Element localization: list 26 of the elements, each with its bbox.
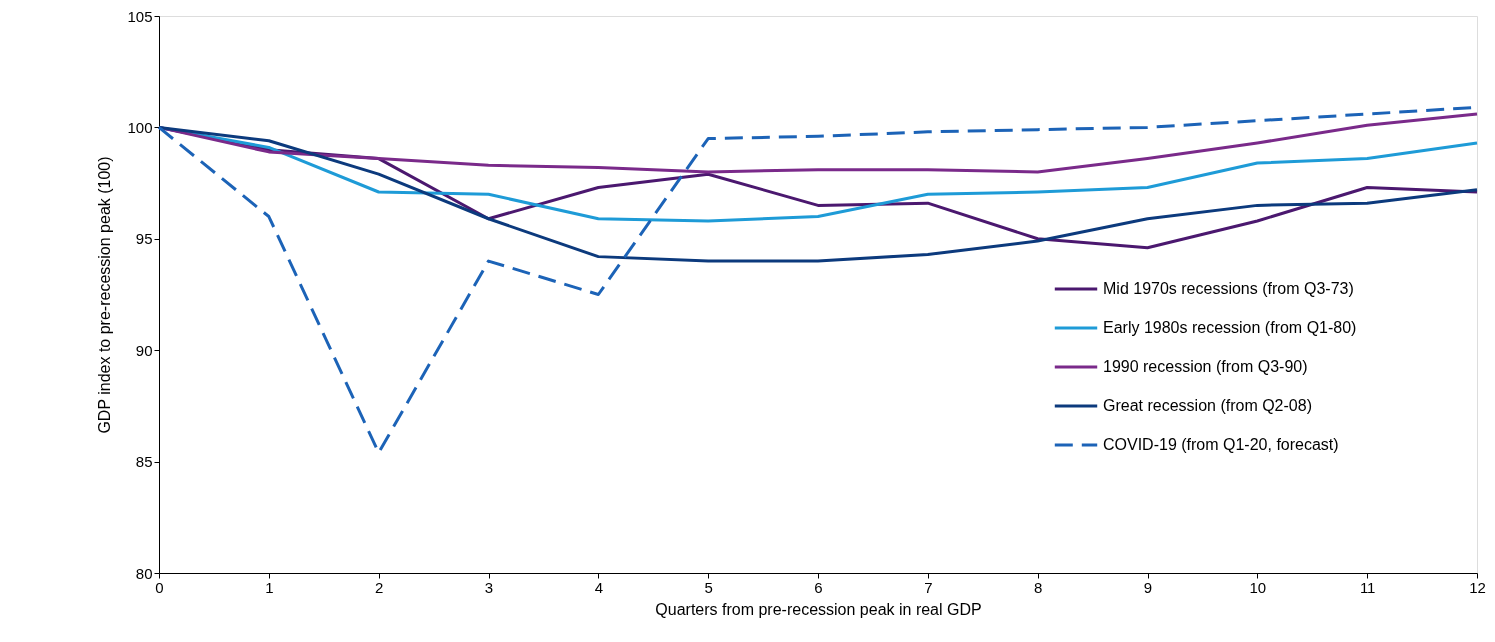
x-tick-label: 2 [374, 578, 384, 596]
x-tick-label: 11 [1359, 578, 1376, 596]
x-tick-label: 9 [1143, 578, 1153, 596]
x-tick-label: 12 [1469, 578, 1486, 596]
y-tick-label: 90 [135, 341, 153, 359]
x-tick-label: 6 [814, 578, 823, 596]
x-tick-label: 7 [924, 578, 933, 596]
y-tick-label: 105 [127, 7, 153, 25]
y-axis-title: GDP index to pre-recession peak (100) [96, 156, 114, 434]
legend-label: 1990 recession (from Q3-90) [1103, 358, 1308, 375]
x-axis-title: Quarters from pre-recession peak in real GDP [655, 600, 982, 618]
x-tick-label: 5 [704, 578, 713, 596]
y-tick-label: 95 [135, 230, 153, 248]
legend-label: Early 1980s recession (from Q1-80) [1103, 319, 1357, 336]
legend-label: Mid 1970s recessions (from Q3-73) [1103, 280, 1354, 297]
x-tick-label: 8 [1033, 578, 1043, 596]
y-tick-label: 100 [127, 118, 153, 136]
legend-label: Great recession (from Q2-08) [1103, 397, 1312, 414]
legend-label: COVID-19 (from Q1-20, forecast) [1103, 436, 1339, 453]
x-tick-label: 10 [1249, 578, 1267, 596]
y-tick-label: 85 [135, 453, 153, 471]
x-tick-label: 1 [265, 578, 274, 596]
x-tick-label: 3 [484, 578, 494, 596]
y-tick-label: 80 [135, 564, 153, 582]
x-tick-label: 4 [594, 578, 604, 596]
x-tick-label: 0 [155, 578, 164, 596]
